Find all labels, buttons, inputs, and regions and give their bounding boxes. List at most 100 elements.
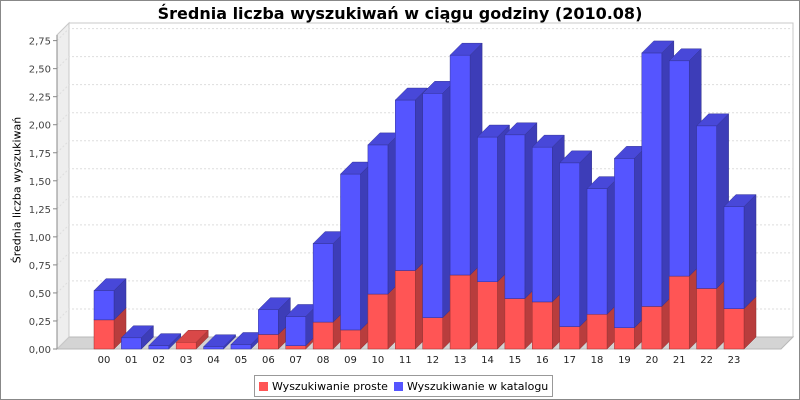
- bar: [559, 326, 580, 350]
- y-tick-label: 0,50: [29, 289, 51, 300]
- bar: [285, 316, 306, 346]
- y-tick-label: 2,00: [29, 121, 51, 132]
- x-tick-label: 19: [618, 355, 631, 366]
- bar: [477, 136, 498, 282]
- bar: [641, 52, 663, 307]
- bar-top: [257, 297, 291, 310]
- bar: [504, 134, 526, 299]
- y-tick-label: 2,75: [29, 37, 51, 48]
- bar: [148, 345, 170, 350]
- gridline: [56, 168, 793, 182]
- x-tick-label: 22: [700, 355, 713, 366]
- bar: [93, 290, 115, 321]
- x-tick-label: 15: [509, 355, 522, 366]
- bar: [668, 60, 690, 277]
- x-tick-label: 02: [152, 355, 165, 366]
- x-tick-label: 03: [180, 355, 193, 366]
- legend-swatch-catalog: [393, 381, 403, 391]
- bar: [696, 288, 717, 350]
- bar-top: [504, 122, 538, 136]
- bar: [340, 329, 361, 350]
- x-tick-label: 17: [563, 355, 576, 366]
- bar: [422, 93, 443, 318]
- x-tick-label: 12: [426, 355, 439, 366]
- x-tick-label: 05: [235, 355, 248, 366]
- x-tick-label: 08: [317, 355, 330, 366]
- bar: [312, 321, 334, 350]
- gridline: [56, 280, 793, 294]
- bar: [532, 146, 553, 303]
- bar: [668, 275, 690, 350]
- legend-item-simple: Wyszukiwanie proste: [259, 380, 388, 393]
- legend-label-simple: Wyszukiwanie proste: [272, 379, 388, 393]
- gridline: [56, 252, 793, 266]
- y-tick-label: 0,00: [29, 345, 51, 356]
- bar: [121, 337, 142, 350]
- bar-top: [93, 278, 127, 291]
- bar: [285, 345, 306, 350]
- x-tick-label: 09: [344, 355, 357, 366]
- bar: [258, 309, 279, 335]
- bar-side: [743, 193, 757, 310]
- gridline: [56, 56, 793, 69]
- y-tick-label: 2,50: [29, 65, 51, 76]
- y-tick-label: 1,25: [29, 205, 51, 216]
- bar-top: [696, 113, 730, 127]
- bar: [175, 342, 197, 350]
- bar: [723, 206, 745, 309]
- bar: [367, 293, 389, 350]
- bar: [340, 173, 361, 331]
- chart-title: Średnia liczba wyszukiwań w ciągu godzin…: [157, 4, 643, 23]
- x-tick-label: 18: [591, 355, 604, 366]
- bar: [614, 158, 635, 328]
- bar: [559, 162, 580, 327]
- bar: [367, 144, 389, 295]
- x-tick-label: 20: [645, 355, 658, 366]
- bar: [723, 308, 745, 350]
- y-tick-label: 1,75: [29, 149, 51, 160]
- x-tick-label: 23: [728, 355, 741, 366]
- bar-top: [723, 194, 757, 207]
- x-tick-label: 01: [125, 355, 138, 366]
- bar-top: [641, 40, 675, 54]
- y-tick-label: 2,25: [29, 93, 51, 104]
- gridline: [56, 140, 793, 154]
- bar-top: [120, 325, 154, 339]
- y-tick-label: 0,75: [29, 261, 51, 272]
- gridline: [56, 84, 793, 98]
- x-tick-label: 16: [536, 355, 549, 366]
- bar: [586, 313, 608, 350]
- legend-item-catalog: Wyszukiwanie w katalogu: [393, 379, 549, 393]
- legend: Wyszukiwanie proste Wyszukiwanie w katal…: [254, 375, 554, 397]
- bar-top: [531, 134, 565, 148]
- bar: [93, 319, 115, 350]
- bar: [477, 281, 498, 350]
- x-tick-label: 10: [372, 355, 385, 366]
- bar-top: [476, 124, 511, 138]
- bar-top: [202, 334, 237, 348]
- bar: [312, 243, 334, 323]
- bar: [614, 327, 635, 350]
- plot-side-wall: [56, 21, 70, 351]
- legend-label-catalog: Wyszukiwanie w katalogu: [406, 379, 549, 393]
- bar: [449, 54, 471, 276]
- bar: [258, 334, 279, 350]
- bar: [586, 188, 608, 315]
- bar: [696, 125, 717, 289]
- bar: [641, 306, 663, 350]
- bar: [504, 298, 526, 350]
- bar: [395, 270, 416, 350]
- y-tick-label: 0,25: [29, 317, 51, 328]
- bar: [395, 99, 416, 271]
- x-tick-label: 21: [673, 355, 686, 366]
- gridline: [56, 196, 793, 210]
- bar-top: [148, 333, 182, 346]
- bar: [203, 346, 224, 350]
- gridline: [56, 28, 793, 41]
- bar-top: [668, 48, 702, 62]
- x-tick-label: 13: [454, 355, 467, 366]
- y-tick-label: 1,00: [29, 233, 51, 244]
- bar-top: [449, 42, 483, 56]
- x-tick-label: 04: [207, 355, 220, 366]
- x-tick-label: 00: [98, 355, 111, 366]
